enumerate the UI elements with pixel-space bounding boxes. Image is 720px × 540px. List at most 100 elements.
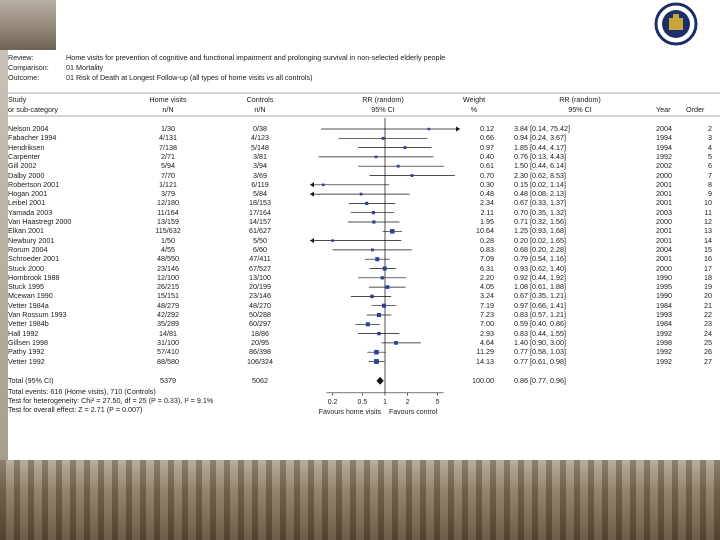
study-point	[403, 146, 407, 150]
study-ctrl: 50/288	[249, 310, 271, 319]
study-name: Vetter 1992	[8, 356, 45, 366]
study-point	[375, 257, 380, 262]
study-order: 16	[704, 254, 712, 264]
study-ctrl: 61/627	[249, 226, 271, 236]
study-weight: 7.19	[480, 300, 494, 310]
ci-arrow-right	[456, 126, 460, 132]
study-ci: 0.79 [0.54, 1.16]	[514, 254, 566, 264]
study-ci: 1.25 [0.93, 1.68]	[514, 226, 566, 236]
study-year: 2001	[656, 189, 672, 199]
x-tick-label: 2	[406, 399, 410, 406]
study-name: Nelson 2004	[8, 124, 49, 133]
study-ci: 0.68 [0.20, 2.28]	[514, 244, 566, 254]
study-order: 9	[708, 189, 712, 199]
col-ctrl: Controls	[246, 95, 274, 104]
study-order: 19	[704, 282, 712, 292]
study-order: 22	[704, 310, 712, 319]
study-ci: 0.93 [0.62, 1.40]	[514, 263, 566, 273]
study-year: 2001	[656, 179, 672, 189]
study-ctrl: 23/146	[249, 291, 271, 301]
study-ci: 0.76 [0.13, 4.43]	[514, 151, 566, 161]
study-ctrl: 86/398	[249, 347, 271, 357]
study-order: 18	[704, 272, 712, 282]
review-label: Review:	[8, 53, 34, 62]
study-order: 27	[704, 356, 712, 366]
study-order: 14	[704, 235, 712, 245]
study-weight: 2.11	[480, 207, 494, 217]
study-point	[390, 229, 395, 234]
banner-photo	[0, 0, 56, 50]
study-year: 1995	[656, 282, 672, 292]
study-name: Leibel 2001	[8, 198, 46, 208]
study-order: 13	[704, 226, 712, 236]
study-hv: 48/279	[157, 300, 179, 310]
study-name: Van Haastregt 2000	[8, 217, 72, 226]
study-weight: 14.13	[476, 356, 494, 366]
study-year: 1998	[656, 337, 672, 347]
study-ci: 0.67 [0.35, 1.21]	[514, 291, 566, 301]
study-order: 4	[708, 142, 712, 152]
x-tick-label: 0.2	[328, 399, 338, 406]
study-year: 2000	[656, 263, 672, 273]
study-ctrl: 47/411	[249, 254, 271, 264]
study-year: 1994	[656, 133, 672, 143]
study-point	[376, 312, 381, 318]
study-ci: 1.85 [0.44, 4.17]	[514, 142, 566, 152]
study-ctrl: 18/86	[251, 328, 269, 338]
study-weight: 0.70	[480, 170, 494, 180]
study-ctrl: 17/164	[249, 207, 271, 217]
study-name: Dalby 2000	[8, 170, 45, 180]
total-hv: 5379	[160, 375, 176, 385]
study-ci: 0.20 [0.02, 1.65]	[514, 235, 566, 245]
study-ci: 0.77 [0.61, 0.98]	[514, 356, 566, 366]
study-order: 7	[708, 170, 712, 180]
study-ci: 0.83 [0.57, 1.21]	[514, 310, 566, 319]
study-ci: 0.97 [0.66, 1.41]	[514, 300, 566, 310]
study-name: Fabacher 1994	[8, 133, 57, 143]
study-name: Gill 2002	[8, 161, 37, 171]
outcome-label: Outcome:	[8, 73, 40, 82]
study-ctrl: 60/297	[249, 319, 271, 329]
study-ci: 2.30 [0.62, 8.53]	[514, 170, 566, 180]
study-order: 3	[708, 133, 712, 143]
study-name: Pathy 1992	[8, 347, 45, 357]
study-ctrl: 67/527	[249, 263, 271, 273]
study-year: 1984	[656, 319, 672, 329]
study-ctrl: 106/324	[247, 356, 273, 366]
study-point	[372, 220, 376, 224]
study-point	[321, 183, 325, 187]
study-ci: 0.70 [0.35, 1.32]	[514, 207, 566, 217]
study-name: Robertson 2001	[8, 179, 60, 189]
study-ci: 0.59 [0.40, 0.86]	[514, 319, 566, 329]
study-ctrl: 3/81	[253, 151, 267, 161]
study-ctrl: 5/84	[253, 189, 267, 199]
study-name: Stuck 2000	[8, 263, 44, 273]
study-ci: 0.83 [0.44, 1.55]	[514, 328, 566, 338]
study-order: 8	[708, 179, 712, 189]
study-year: 1992	[656, 356, 672, 366]
study-hv: 2/71	[161, 151, 175, 161]
study-hv: 15/151	[157, 291, 179, 301]
study-hv: 48/550	[157, 254, 179, 264]
study-ctrl: 14/157	[249, 217, 271, 226]
study-point	[380, 276, 384, 280]
study-order: 12	[704, 217, 712, 226]
study-point	[381, 136, 385, 140]
study-name: Stuck 1995	[8, 282, 44, 292]
study-weight: 7.00	[480, 319, 494, 329]
study-hv: 7/138	[159, 142, 177, 152]
study-ctrl: 18/153	[249, 198, 271, 208]
study-year: 1984	[656, 300, 672, 310]
study-year: 2000	[656, 170, 672, 180]
study-hv: 57/410	[157, 347, 179, 357]
study-name: Hornbrook 1988	[8, 272, 60, 282]
study-hv: 26/215	[157, 282, 179, 292]
study-year: 2004	[656, 124, 672, 133]
xlabel-right: Favours control	[389, 409, 438, 416]
top-banner	[0, 0, 720, 50]
study-ctrl: 5/148	[251, 142, 269, 152]
study-weight: 2.93	[480, 328, 494, 338]
study-ctrl: 3/69	[253, 170, 267, 180]
study-ci: 0.71 [0.32, 1.56]	[514, 217, 566, 226]
study-year: 2001	[656, 254, 672, 264]
